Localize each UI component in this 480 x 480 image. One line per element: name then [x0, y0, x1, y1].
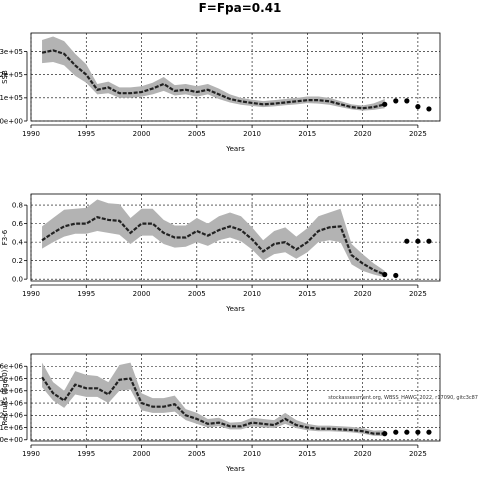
recruits-x-tick-label-1: 1995 [77, 450, 95, 458]
recruits-forecast-point-3 [415, 429, 421, 435]
recruits-forecast-point-2 [404, 429, 410, 435]
ssb-x-tick-label-6: 2020 [354, 130, 372, 138]
f-x-tick-label-1: 1995 [77, 290, 95, 298]
f-x-tick-label-5: 2015 [298, 290, 316, 298]
ssb-x-tick-label-3: 2005 [188, 130, 206, 138]
ssb-forecast-point-1 [393, 98, 399, 104]
recruits-y-axis-title: Recruits (age 0) [1, 369, 9, 425]
f-y-axis-title: F3-6 [1, 229, 9, 245]
recruits-y-tick-label-2: 2e+06 [0, 412, 24, 420]
recruits-y-tick-label-3: 3e+06 [0, 399, 24, 407]
fishing-mortality-panel: 1990 1995 2000 2005 2010 2015 2020 2025 0.0 0.2 0.… [1, 193, 441, 313]
recruits-y-tick-label-1: 1e+06 [0, 424, 24, 432]
recruits-x-tick-label-3: 2005 [188, 450, 206, 458]
recruits-x-tick-label-5: 2015 [298, 450, 316, 458]
recruits-forecast-point-0 [382, 431, 388, 437]
recruits-confidence-band [42, 362, 385, 437]
ssb-x-tick-label-0: 1990 [22, 130, 40, 138]
recruits-forecast-point-4 [426, 429, 432, 435]
f-y-tick-label-1: 0.2 [12, 257, 23, 265]
ssb-forecast-point-0 [382, 101, 388, 107]
ssb-x-tick-label-4: 2010 [243, 130, 261, 138]
f-x-tick-label-3: 2005 [188, 290, 206, 298]
recruits-x-tick-label-2: 2000 [133, 450, 151, 458]
f-forecast-point-3 [415, 238, 421, 244]
recruits-y-tick-label-4: 4e+06 [0, 387, 24, 395]
ssb-y-tick-label-1: 1e+05 [0, 94, 23, 102]
ssb-panel: 1990 1995 2000 2005 2010 2015 2020 2025 0e+00 1e+… [0, 32, 441, 153]
ssb-forecast-point-3 [415, 104, 421, 110]
f-plot-frame [30, 193, 441, 282]
ssb-forecast-point-4 [426, 106, 432, 112]
ssb-x-tick-label-2: 2000 [133, 130, 151, 138]
f-estimate-line [41, 215, 386, 276]
ssb-y-axis-title: SSB [1, 70, 9, 84]
recruits-y-tick-label-6: 6e+06 [0, 363, 24, 371]
f-y-tick-label-0: 0.0 [12, 276, 23, 284]
ssb-x-axis-title: Years [225, 145, 245, 153]
f-forecast-point-0 [382, 271, 388, 278]
recruitment-panel: 1990 1995 2000 2005 2010 2015 2020 2025 0e+00 1e+… [0, 353, 441, 473]
f-x-tick-label-2: 2000 [133, 290, 151, 298]
f-x-tick-label-4: 2010 [243, 290, 261, 298]
ssb-y-tick-label-3: 3e+05 [0, 48, 23, 56]
ssb-x-tick-label-5: 2015 [298, 130, 316, 138]
f-x-tick-label-7: 2025 [409, 290, 427, 298]
stock-annotation: stockassessment.org, WBSS_HAWG_2022, r17… [328, 395, 478, 401]
ssb-x-tick-label-7: 2025 [409, 130, 427, 138]
recruits-forecast-point-1 [393, 429, 399, 435]
recruits-y-tick-label-5: 5e+06 [0, 375, 24, 383]
recruits-estimate-line [41, 376, 385, 435]
recruits-x-tick-label-0: 1990 [22, 450, 40, 458]
figure-title: F=Fpa=0.41 [199, 1, 282, 15]
f-confidence-band [42, 199, 385, 278]
f-y-tick-label-4: 0.8 [12, 202, 23, 210]
ssb-forecast-point-2 [404, 98, 410, 104]
ssb-x-tick-label-1: 1995 [77, 130, 95, 138]
recruits-x-tick-label-7: 2025 [409, 450, 427, 458]
f-x-axis-title: Years [225, 305, 245, 313]
f-y-tick-label-3: 0.6 [12, 220, 24, 228]
f-y-tick-label-2: 0.4 [12, 239, 24, 247]
f-x-tick-label-6: 2020 [354, 290, 372, 298]
f-forecast-point-1 [393, 272, 399, 279]
ssb-y-tick-label-2: 2e+05 [0, 71, 23, 79]
recruits-plot-frame [30, 353, 441, 442]
f-x-tick-label-0: 1990 [22, 290, 40, 298]
recruits-y-tick-label-0: 0e+00 [0, 436, 23, 444]
f-forecast-point-2 [404, 238, 410, 244]
recruits-x-axis-title: Years [225, 465, 245, 473]
f-forecast-point-4 [426, 238, 432, 244]
ssb-plot-frame [30, 32, 441, 122]
recruits-x-tick-label-6: 2020 [354, 450, 372, 458]
recruits-x-tick-label-4: 2010 [243, 450, 261, 458]
ssb-estimate-line [41, 49, 385, 110]
ssb-y-tick-label-0: 0e+00 [0, 117, 23, 125]
ssb-confidence-band [42, 36, 385, 111]
